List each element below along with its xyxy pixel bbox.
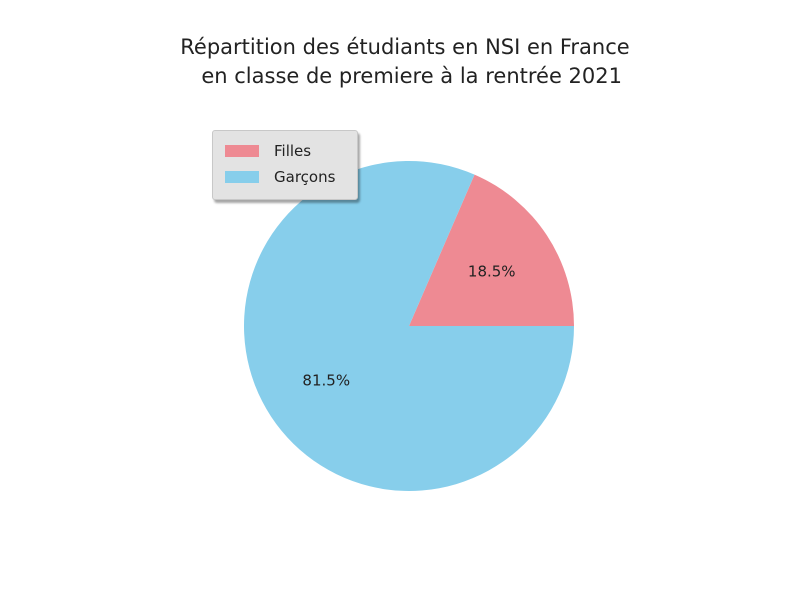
chart-title-line-1: Répartition des étudiants en NSI en Fran…	[180, 35, 630, 59]
legend-item-garcons: Garçons	[225, 166, 335, 188]
legend-label-garcons: Garçons	[274, 168, 336, 186]
legend-swatch-garcons	[225, 171, 259, 183]
pie-label-filles: 18.5%	[468, 263, 516, 281]
pie-slice-filles	[409, 174, 574, 326]
legend-swatch-filles	[225, 145, 259, 157]
pie-slice-garcons	[243, 160, 574, 491]
legend-label-filles: Filles	[274, 142, 312, 160]
chart-title: Répartition des étudiants en NSI en Fran…	[0, 33, 800, 91]
legend-item-filles: Filles	[225, 140, 311, 162]
pie-label-garcons: 81.5%	[302, 371, 350, 389]
chart-title-line-2: en classe de premiere à la rentrée 2021	[188, 64, 622, 88]
legend: Filles Garçons	[212, 130, 358, 200]
